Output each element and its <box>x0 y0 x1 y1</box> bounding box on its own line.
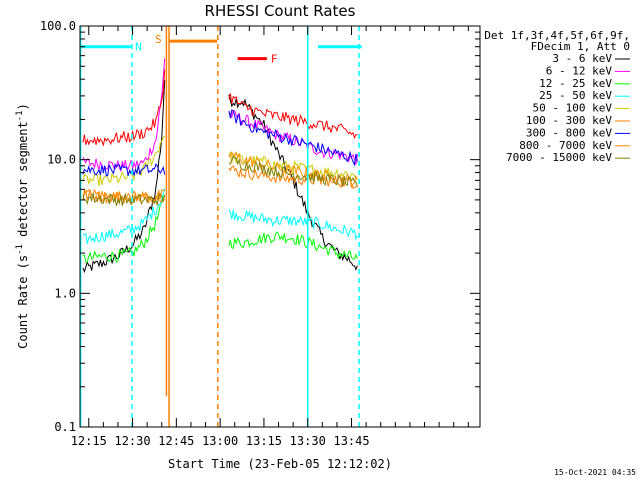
legend-entry-7000-15000-kev: 7000 - 15000 keV <box>506 151 612 164</box>
y-axis-label: Count Rate (s-1 detector segment-1) <box>15 103 30 349</box>
y-axis-label-prefix: Count Rate (s <box>16 255 30 349</box>
series-line-7000-15000-kev-0 <box>82 192 166 206</box>
timestamp-footer: 15-Oct-2021 04:35 <box>554 468 636 477</box>
interval-label-n: N <box>135 41 142 54</box>
series-line-100-300-kev-1 <box>228 165 358 189</box>
x-tick-label: 12:45 <box>158 434 194 448</box>
legend-entry-3-6-kev: 3 - 6 keV <box>552 52 612 65</box>
x-tick-label: 12:15 <box>71 434 107 448</box>
legend-entry-300-800-kev: 300 - 800 keV <box>526 126 612 139</box>
series-line-3-6-kev-0 <box>82 80 166 274</box>
interval-label-f: F <box>271 53 278 66</box>
series-line-800-7000-kev-1 <box>228 150 358 189</box>
data-layer <box>82 58 358 274</box>
series-line-300-800-kev-0 <box>82 162 166 177</box>
x-tick-label: 13:00 <box>202 434 238 448</box>
y-tick-label: 0.1 <box>54 420 76 434</box>
legend-entry-12-25-kev: 12 - 25 keV <box>539 77 612 90</box>
x-tick-label: 13:15 <box>246 434 282 448</box>
x-tick-label: 13:45 <box>333 434 369 448</box>
y-axis-label-mid: detector segment <box>16 121 30 244</box>
y-axis-label-suffix: ) <box>16 103 30 110</box>
series-line-300-800-kev-1 <box>228 109 358 167</box>
series-line-25-50-kev-1 <box>228 209 358 241</box>
plot-frame <box>79 25 481 428</box>
legend-header-line-2: FDecim 1, Att 0 <box>531 40 630 53</box>
series-line-6-12-kev-1 <box>228 109 358 165</box>
x-tick-label: 12:30 <box>114 434 150 448</box>
series-line-series-9-0 <box>82 69 166 147</box>
series-line-25-50-kev-0 <box>82 188 166 244</box>
annotation-layer: NS F <box>79 26 362 427</box>
y-axis-label-sup2: -1 <box>15 110 25 121</box>
y-axis-label-sup: -1 <box>15 244 25 255</box>
legend: Det 1f,3f,4f,5f,6f,9f, FDecim 1, Att 0 3… <box>484 29 630 164</box>
series-line-12-25-kev-1 <box>228 231 358 260</box>
interval-label-s: S <box>155 33 162 46</box>
x-tick-label: 13:30 <box>290 434 326 448</box>
series-line-12-25-kev-0 <box>82 195 165 263</box>
y-tick-label: 100.0 <box>40 19 76 33</box>
legend-entry-50-100-kev: 50 - 100 keV <box>533 102 613 115</box>
y-tick-label: 1.0 <box>54 286 76 300</box>
x-axis-label: Start Time (23-Feb-05 12:12:02) <box>168 457 392 471</box>
legend-header-line-1: Det 1f,3f,4f,5f,6f,9f, <box>484 29 630 42</box>
legend-entry-800-7000-kev: 800 - 7000 keV <box>519 139 612 152</box>
legend-entry-6-12-kev: 6 - 12 keV <box>546 64 613 77</box>
legend-entry-100-300-kev: 100 - 300 keV <box>526 114 612 127</box>
axis-layer: 0.1 1.0 10.0 100.0 12:15 12:30 12:45 13:00 13:15… <box>40 19 480 448</box>
series-line-800-7000-kev-0 <box>82 188 165 205</box>
series-line-7000-15000-kev-1 <box>228 155 358 187</box>
y-tick-label: 10.0 <box>47 153 76 167</box>
chart-title: RHESSI Count Rates <box>205 2 356 20</box>
series-line-series-9-1 <box>228 93 358 140</box>
legend-entry-25-50-kev: 25 - 50 keV <box>539 89 612 102</box>
